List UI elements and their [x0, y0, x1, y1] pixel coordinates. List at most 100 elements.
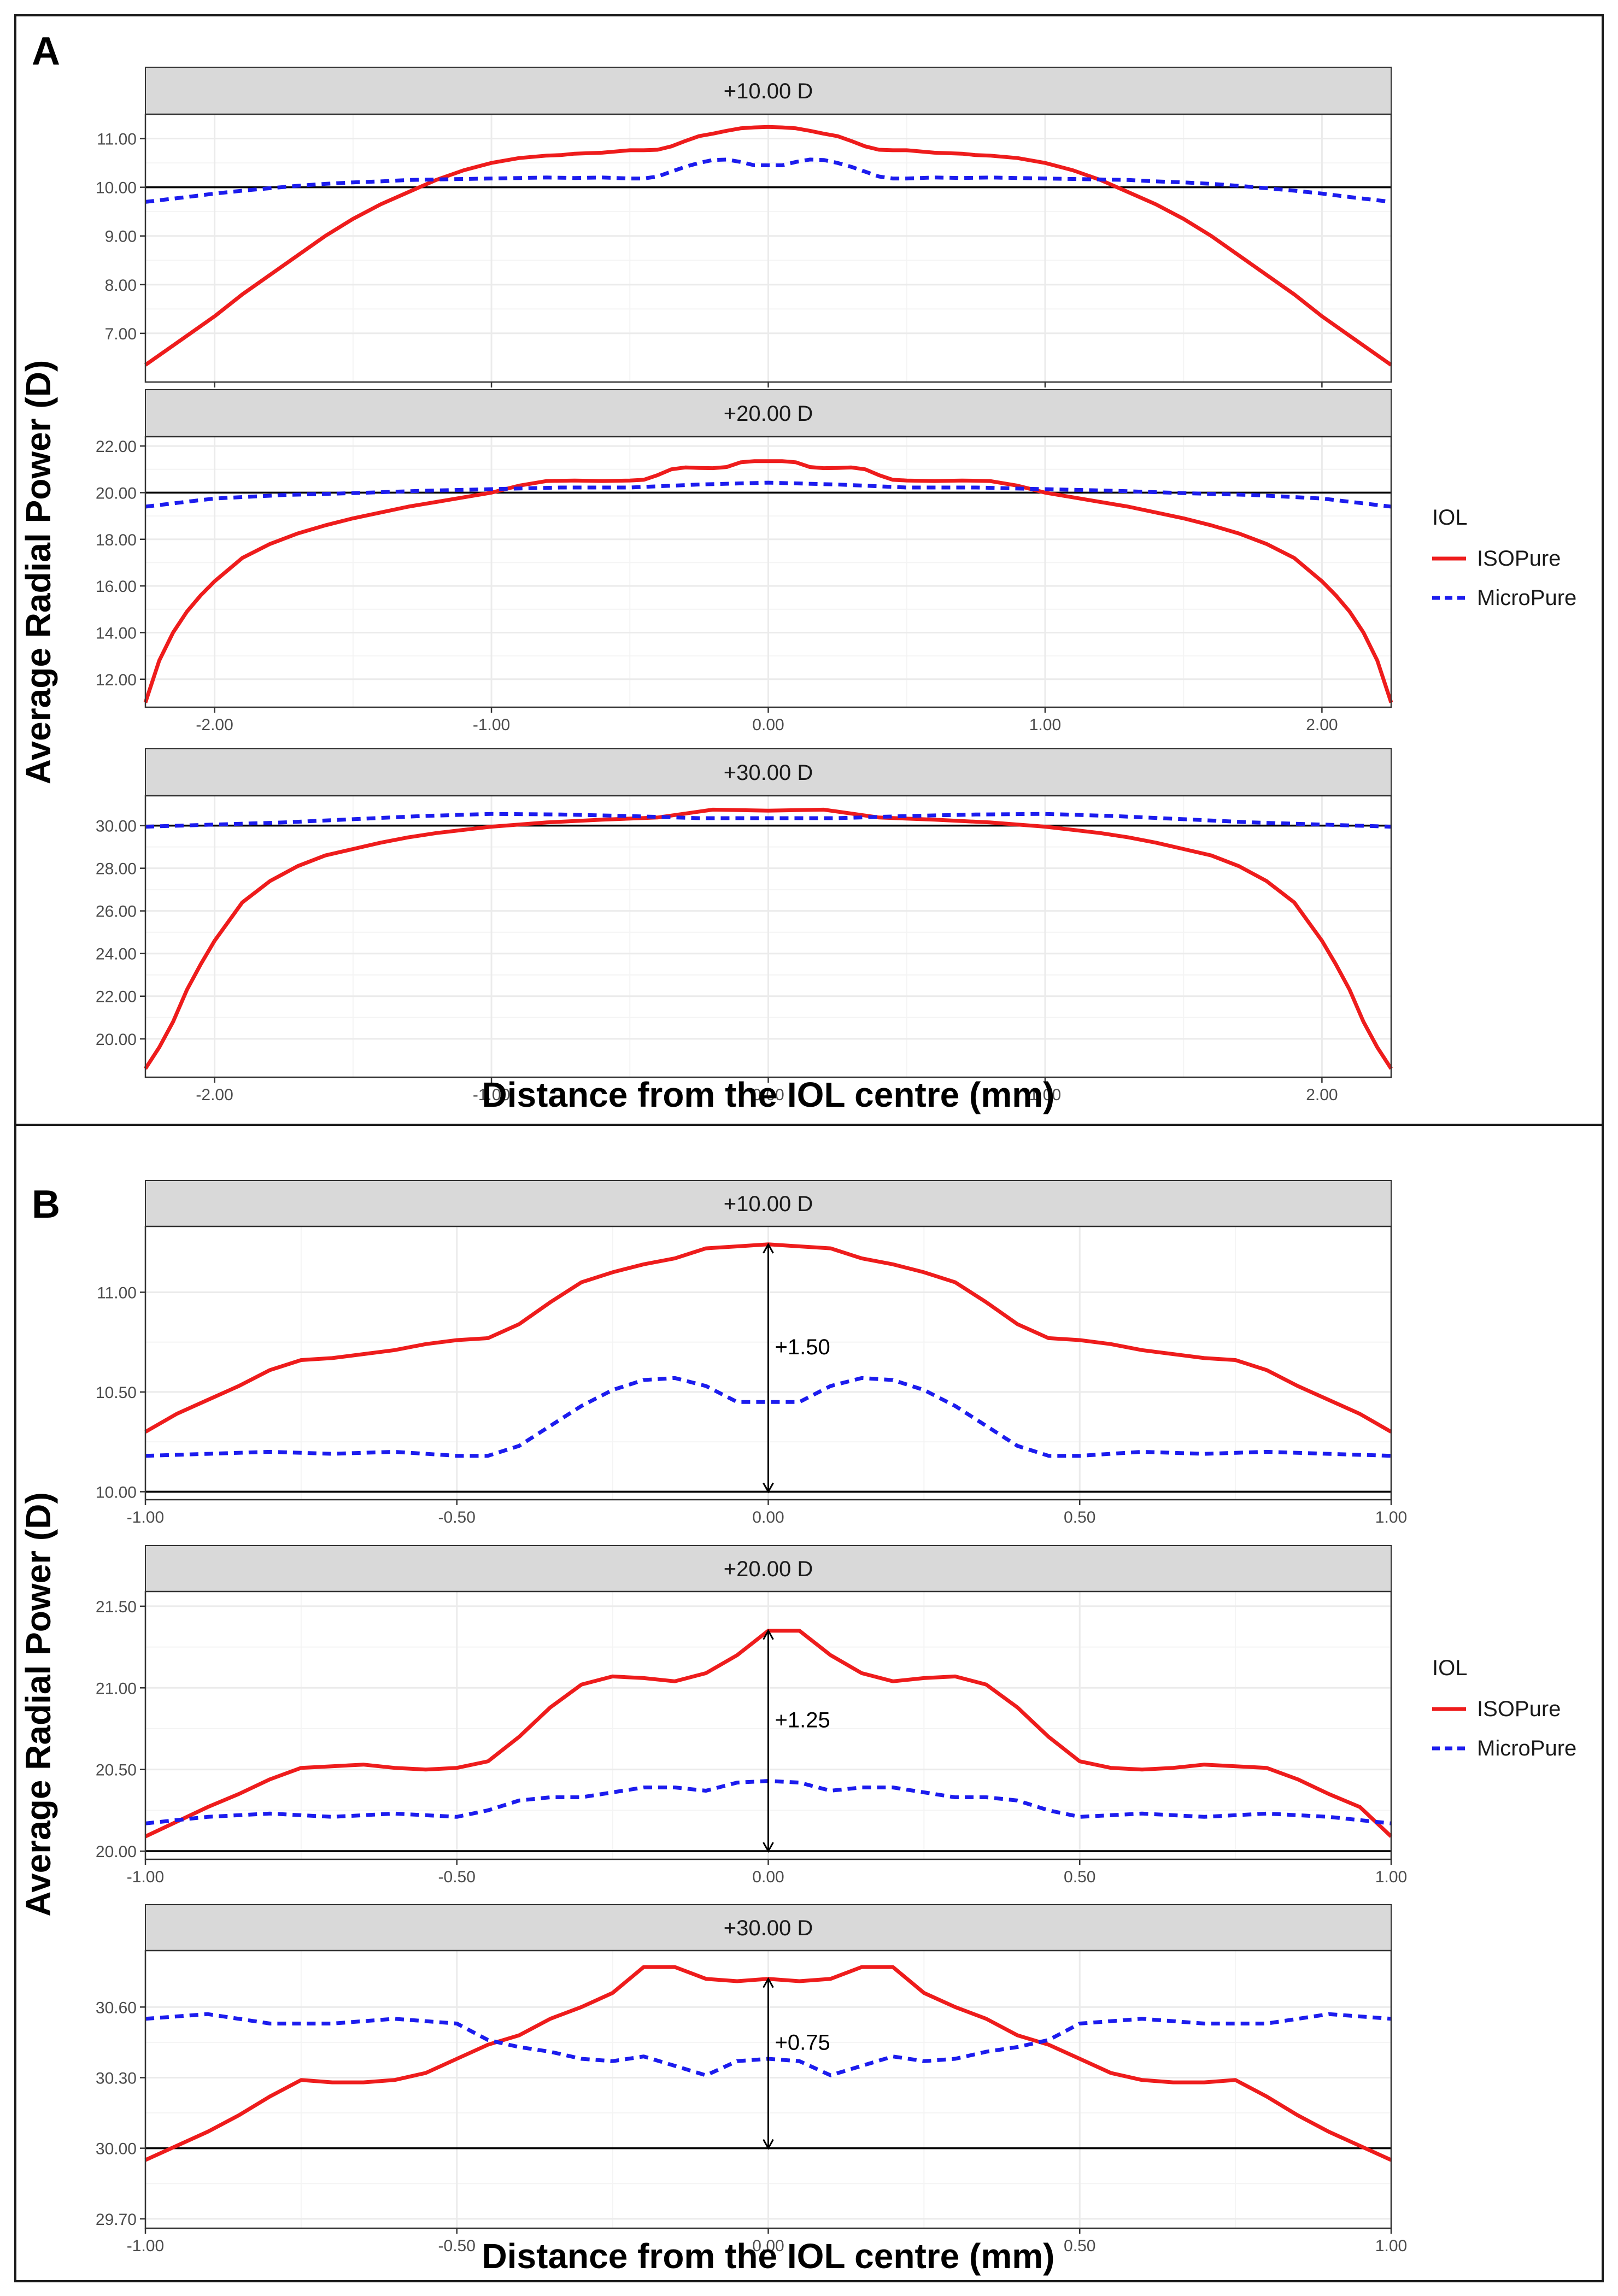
facet-strip [145, 1545, 1392, 1592]
y-tick-label: 30.00 [96, 818, 137, 836]
annotation-arrowhead-bottom [763, 2139, 774, 2150]
panel-letter: B [32, 1183, 60, 1226]
y-tick-label: 26.00 [96, 903, 137, 921]
facet-3: +30.00 D +0.75 29.70 30.00 30.30 30.60 -1.00 -0… [96, 1904, 1407, 2255]
facet-strip [145, 748, 1392, 796]
panel-frame [14, 1124, 1604, 2282]
y-tick-label: 28.00 [96, 860, 137, 878]
y-tick-label: 22.00 [96, 438, 137, 456]
x-tick-label: 2.00 [1306, 1086, 1338, 1104]
legend: IOL ISOPure MicroPure [1432, 1656, 1576, 1760]
annotation-arrowhead-bottom [763, 1842, 774, 1853]
y-tick-label: 10.00 [96, 1483, 137, 1501]
y-tick-label: 18.00 [96, 531, 137, 549]
series-line-isopure [144, 125, 1393, 367]
x-tick-label: 0.00 [752, 2237, 784, 2255]
y-tick-label: 20.00 [96, 1843, 137, 1861]
facet-strip [145, 389, 1392, 437]
y-axis-title: Average Radial Power (D) [19, 360, 58, 785]
x-axis-title: Distance from the IOL centre (mm) [482, 2236, 1055, 2276]
facet-title: +30.00 D [724, 1916, 813, 1940]
y-tick-label: 20.00 [96, 484, 137, 502]
y-tick-label: 20.00 [96, 1031, 137, 1049]
x-tick-label: 1.00 [1375, 2237, 1407, 2255]
x-tick-label: -0.50 [438, 2237, 476, 2255]
y-tick-label: 30.30 [96, 2069, 137, 2087]
series-line-micropure [145, 812, 1392, 829]
x-tick-label: -1.00 [127, 1508, 164, 1526]
annotation-label: +1.50 [775, 1335, 830, 1359]
legend-label-micropure: MicroPure [1477, 1736, 1576, 1760]
x-tick-label: -1.00 [127, 1868, 164, 1886]
y-tick-label: 21.00 [96, 1680, 137, 1698]
y-tick-label: 10.00 [96, 179, 137, 197]
series-line-isopure [143, 459, 1393, 703]
facet-3: +30.00 D 20.00 22.00 24.00 26.00 28.00 30.00 -2… [96, 748, 1393, 1104]
facet-2: +20.00 D 12.00 14.00 16.00 18.00 20.00 22.00 -2… [96, 389, 1393, 734]
y-axis-title: Average Radial Power (D) [19, 1492, 58, 1917]
facet-strip [145, 1904, 1392, 1951]
x-tick-label: 0.00 [752, 1086, 784, 1104]
annotation-label: +0.75 [775, 2031, 830, 2055]
facet-title: +30.00 D [724, 761, 813, 785]
facet-2: +20.00 D +1.25 20.00 20.50 21.00 21.50 -1.00 -0… [96, 1545, 1407, 1886]
series-line-micropure [145, 480, 1392, 509]
annotation-arrowhead-top [763, 1629, 774, 1640]
y-tick-label: 11.00 [97, 131, 137, 149]
x-tick-label: 1.00 [1029, 716, 1061, 734]
x-tick-label: -0.50 [438, 1508, 476, 1526]
legend-label-micropure: MicroPure [1477, 586, 1576, 610]
y-tick-label: 30.60 [96, 1999, 137, 2017]
facet-title: +20.00 D [724, 402, 813, 426]
facet-1: +10.00 D7.008.009.0010.0011.00-2.00-1.00… [96, 67, 1393, 409]
annotation-label: +1.25 [775, 1708, 830, 1732]
y-tick-label: 14.00 [96, 624, 137, 642]
panel-letter: A [32, 30, 60, 73]
x-tick-label: 0.50 [1064, 2237, 1095, 2255]
facet-title: +10.00 D [724, 79, 813, 103]
facet-1: +10.00 D +1.50 10.00 10.50 11.00 -1.00 -0.50 0.… [96, 1180, 1407, 1526]
x-tick-label: -0.50 [438, 1868, 476, 1886]
annotation-arrowhead-bottom [763, 1482, 774, 1494]
y-tick-label: 10.50 [96, 1384, 137, 1402]
x-tick-label: 0.00 [752, 716, 784, 734]
legend-title: IOL [1432, 506, 1467, 530]
legend: IOL ISOPure MicroPure [1432, 506, 1576, 610]
x-tick-label: -1.00 [473, 716, 510, 734]
y-tick-label: 30.00 [96, 2140, 137, 2158]
facet-title: +10.00 D [724, 1192, 813, 1216]
facet-title: +20.00 D [724, 1557, 813, 1581]
series-line-isopure [144, 807, 1393, 1070]
y-tick-label: 29.70 [96, 2211, 137, 2229]
facet-strip [145, 67, 1392, 115]
panel-b: B +10.00 D +1.50 10.00 10.50 11.00 -1.00 -0.50 0… [14, 1124, 1604, 2282]
x-tick-label: 1.00 [1375, 1508, 1407, 1526]
legend-label-isopure: ISOPure [1477, 1697, 1561, 1721]
y-tick-label: 11.00 [97, 1284, 137, 1302]
y-tick-label: 21.50 [96, 1598, 137, 1616]
panel-a: A +10.00 D 7.00 8.00 9.00 10.00 11.00 -2.00 -1.0… [14, 14, 1604, 1126]
legend-label-isopure: ISOPure [1477, 547, 1561, 571]
facet-strip [145, 1180, 1392, 1227]
x-tick-label: 1.00 [1375, 1868, 1407, 1886]
x-tick-label: 0.00 [752, 1868, 784, 1886]
x-tick-label: 0.50 [1064, 1508, 1095, 1526]
x-axis-title: Distance from the IOL centre (mm) [482, 1075, 1055, 1114]
x-tick-label: 0.50 [1064, 1868, 1095, 1886]
y-tick-label: 24.00 [96, 946, 137, 964]
y-tick-label: 12.00 [96, 671, 137, 689]
y-tick-label: 22.00 [96, 988, 137, 1006]
series-line-micropure [145, 1376, 1392, 1458]
x-tick-label: -1.00 [473, 1086, 510, 1104]
y-tick-label: 16.00 [96, 578, 137, 596]
x-tick-label: -1.00 [127, 2237, 164, 2255]
annotation-arrowhead-top [763, 1977, 774, 1988]
annotation-arrowhead-top [763, 1242, 774, 1254]
x-tick-label: -2.00 [196, 1086, 233, 1104]
series-line-micropure [145, 157, 1392, 204]
y-tick-label: 9.00 [105, 228, 137, 246]
x-tick-label: -2.00 [196, 716, 233, 734]
x-tick-label: 1.00 [1029, 1086, 1061, 1104]
